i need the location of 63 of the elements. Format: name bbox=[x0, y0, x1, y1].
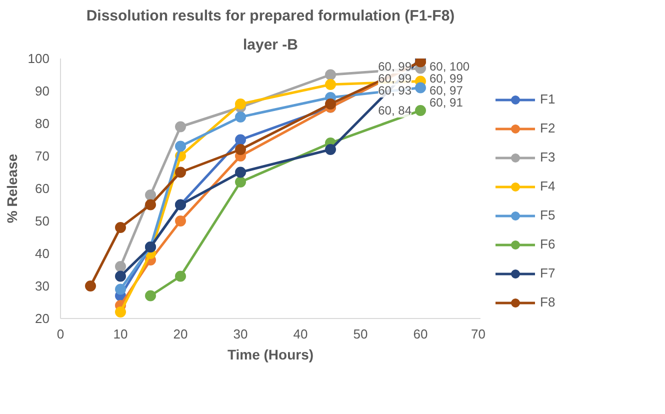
chart-subtitle: layer -B bbox=[242, 36, 298, 54]
y-tick-label: 70 bbox=[35, 148, 50, 164]
legend-label: F8 bbox=[540, 294, 556, 310]
data-label: 60, 99 bbox=[378, 72, 412, 86]
legend-label: F2 bbox=[540, 120, 556, 136]
x-tick-label: 30 bbox=[233, 326, 248, 342]
x-tick-label: 60 bbox=[413, 326, 428, 342]
point bbox=[145, 290, 156, 302]
y-tick-label: 80 bbox=[35, 116, 50, 131]
point bbox=[235, 176, 246, 188]
data-label: 60, 93 bbox=[378, 84, 412, 98]
legend-label: F6 bbox=[540, 236, 556, 252]
y-tick-label: 100 bbox=[28, 51, 50, 66]
x-tick-label: 10 bbox=[113, 326, 128, 342]
point bbox=[115, 222, 126, 233]
data-label: 60, 84 bbox=[378, 104, 412, 118]
point bbox=[175, 140, 186, 152]
y-tick-label: 90 bbox=[35, 84, 50, 98]
point bbox=[415, 82, 426, 94]
chart-title: Dissolution results for prepared formulation (F1-F8) bbox=[86, 8, 455, 24]
y-tick-label: 50 bbox=[35, 214, 50, 228]
point bbox=[175, 121, 186, 132]
legend-label: F1 bbox=[540, 92, 556, 106]
x-tick-label: 0 bbox=[56, 326, 64, 342]
legend-label: F5 bbox=[540, 208, 556, 222]
point bbox=[325, 69, 336, 80]
point bbox=[235, 144, 246, 155]
y-tick-label: 30 bbox=[35, 278, 50, 294]
point bbox=[175, 216, 186, 226]
point bbox=[145, 199, 156, 210]
x-tick-label: 20 bbox=[173, 326, 188, 342]
point bbox=[145, 190, 156, 200]
x-tick-label: 70 bbox=[471, 326, 486, 342]
point bbox=[115, 261, 126, 272]
data-label: 60, 100 bbox=[430, 60, 470, 74]
data-label: 60, 99 bbox=[378, 60, 412, 74]
data-label: 60, 99 bbox=[430, 72, 464, 86]
point bbox=[175, 166, 186, 178]
y-tick-label: 60 bbox=[35, 181, 50, 196]
point bbox=[175, 270, 186, 282]
point bbox=[325, 98, 336, 110]
point bbox=[115, 284, 126, 295]
point bbox=[235, 112, 246, 122]
point bbox=[415, 105, 426, 116]
y-axis-title: % Release bbox=[4, 154, 20, 224]
y-tick-label: 40 bbox=[35, 246, 50, 261]
point bbox=[325, 79, 336, 90]
point bbox=[235, 98, 246, 110]
x-tick-label: 50 bbox=[353, 326, 368, 342]
x-axis-title: Time (Hours) bbox=[227, 346, 314, 362]
y-tick-label: 20 bbox=[35, 311, 50, 326]
data-label: 60, 97 bbox=[430, 84, 464, 98]
point bbox=[235, 134, 246, 146]
point bbox=[115, 270, 126, 282]
point bbox=[235, 166, 246, 178]
x-tick-label: 40 bbox=[293, 326, 308, 342]
legend-label: F3 bbox=[540, 150, 556, 164]
legend-label: F7 bbox=[540, 266, 556, 280]
legend-label: F4 bbox=[540, 178, 556, 194]
data-label: 60, 91 bbox=[430, 96, 464, 110]
point bbox=[115, 306, 126, 318]
point bbox=[325, 144, 336, 155]
point bbox=[85, 280, 96, 292]
